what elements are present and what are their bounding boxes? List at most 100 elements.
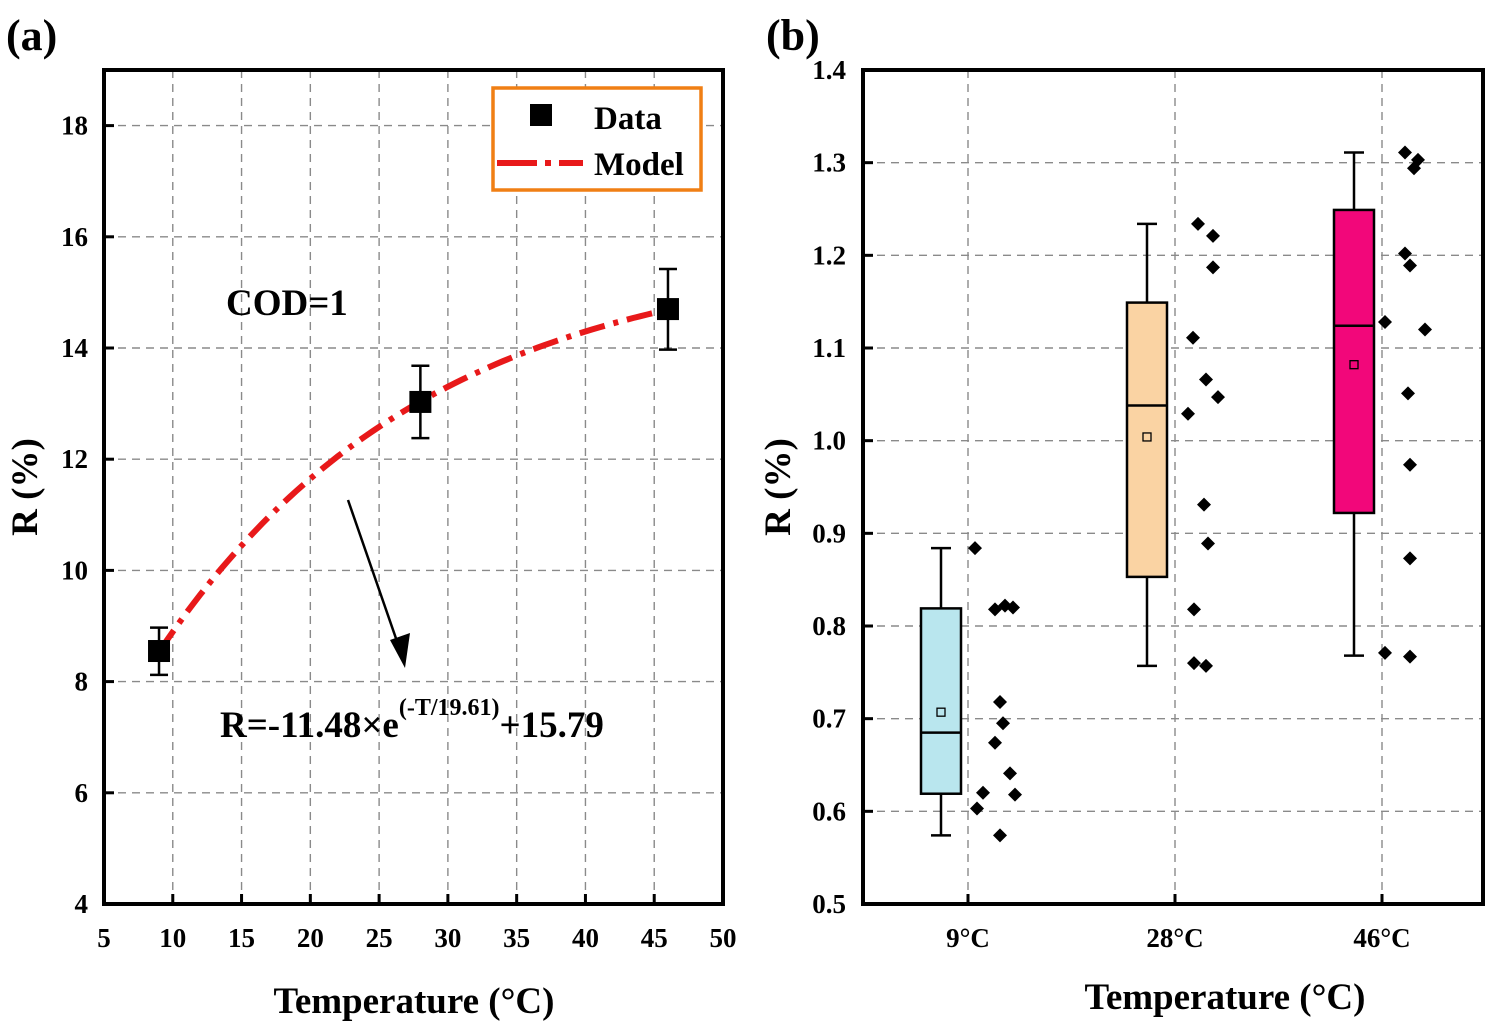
- raw-data-point: [988, 602, 1002, 617]
- y-tick-label: 10: [61, 555, 88, 585]
- raw-data-point: [993, 828, 1007, 843]
- legend-label-model: Model: [594, 147, 684, 183]
- x-tick-label: 9°C: [946, 923, 990, 953]
- y-tick-label: 0.9: [812, 518, 846, 548]
- y-tick-label: 1.1: [812, 333, 846, 363]
- raw-data-point: [1187, 602, 1201, 617]
- box-iqr: [1125, 301, 1169, 579]
- annotation-arrow-shaft: [346, 499, 402, 651]
- panel-b-grid: [863, 70, 1483, 904]
- legend-box: [491, 86, 703, 192]
- raw-data-point: [1006, 600, 1020, 615]
- x-tick-label: 35: [503, 923, 530, 953]
- panel-a-grid: [104, 70, 723, 904]
- raw-data-point: [1199, 372, 1213, 387]
- equation-annotation: R=-11.48×e(-T/19.61)+15.79: [220, 695, 604, 746]
- raw-data-point: [988, 735, 1002, 750]
- box-mean: [936, 707, 946, 717]
- y-tick-label: 1.3: [812, 148, 846, 178]
- raw-data-point: [968, 541, 982, 556]
- equation-exponent: (-T/19.61): [399, 695, 500, 721]
- raw-data-point: [1206, 260, 1220, 275]
- panel-a-data-points: [148, 267, 679, 677]
- raw-data-point: [1191, 216, 1205, 231]
- raw-data-point: [1418, 322, 1432, 337]
- panel-a-ticks: 5 10 15 20 25 30 35 40 45 50 4 6 8 10 12 14 16 18: [61, 111, 737, 953]
- panel-a-ylabel: R (%): [5, 438, 46, 536]
- model-curve: [156, 306, 669, 654]
- raw-data-point: [1199, 658, 1213, 673]
- raw-data-point: [970, 801, 984, 816]
- panel-b-boxes: [919, 145, 1432, 843]
- panel-label-a: (a): [6, 11, 57, 60]
- x-tick-label: 28°C: [1146, 923, 1203, 953]
- y-tick-label: 1.0: [812, 426, 846, 456]
- annotation-arrow-head: [390, 633, 410, 668]
- raw-data-point: [1187, 656, 1201, 671]
- raw-data-point: [1401, 386, 1415, 401]
- y-tick-label: 18: [61, 111, 88, 141]
- panel-b-ticks: 0.5 0.6 0.7 0.8 0.9 1.0 1.1 1.2 1.3 1.4 9°C 28°C 46°…: [812, 55, 1410, 953]
- raw-data-point: [976, 785, 990, 800]
- y-tick-label: 0.6: [812, 796, 846, 826]
- cod-annotation: COD=1: [226, 283, 348, 324]
- raw-data-point: [1378, 645, 1392, 660]
- raw-data-point: [1211, 390, 1225, 405]
- panel-b-ylabel: R (%): [758, 438, 799, 536]
- y-tick-label: 16: [61, 222, 88, 252]
- raw-data-point: [993, 694, 1007, 709]
- panel-label-b: (b): [766, 11, 820, 60]
- y-tick-label: 12: [61, 444, 88, 474]
- raw-data-point: [1197, 497, 1211, 512]
- x-tick-label: 46°C: [1353, 923, 1410, 953]
- panel-a-chart: 5 10 15 20 25 30 35 40 45 50 4 6 8 10 12 14 16 18 COD=1 R…: [5, 68, 737, 1022]
- panel-b-frame: [861, 68, 1485, 906]
- box-iqr: [1332, 208, 1376, 515]
- panel-a-frame: [102, 68, 725, 906]
- raw-data-point: [1008, 787, 1022, 802]
- raw-data-point: [1186, 330, 1200, 345]
- equation-prefix: R=-11.48×e: [220, 705, 399, 746]
- data-point: [656, 298, 679, 321]
- raw-data-point: [1003, 766, 1017, 781]
- y-tick-label: 1.2: [812, 240, 846, 270]
- panel-b-chart: 0.5 0.6 0.7 0.8 0.9 1.0 1.1 1.2 1.3 1.4 9°C 28°C 46°…: [758, 55, 1485, 1018]
- panel-b-xlabel: Temperature (°C): [1085, 977, 1366, 1018]
- box-iqr: [919, 607, 963, 795]
- box-mean: [1142, 432, 1152, 442]
- raw-data-point: [1403, 551, 1417, 566]
- raw-data-point: [1403, 649, 1417, 664]
- x-tick-label: 30: [434, 923, 461, 953]
- x-tick-label: 10: [159, 923, 186, 953]
- y-tick-label: 0.8: [812, 611, 846, 641]
- raw-data-point: [996, 716, 1010, 731]
- x-tick-label: 40: [572, 923, 599, 953]
- data-point: [148, 640, 171, 663]
- y-tick-label: 6: [75, 778, 89, 808]
- raw-data-point: [1398, 246, 1412, 261]
- legend-data-marker: [530, 104, 552, 126]
- data-point: [409, 390, 432, 413]
- legend-label-data: Data: [594, 101, 662, 137]
- y-tick-label: 1.4: [812, 55, 846, 85]
- y-tick-label: 8: [75, 667, 89, 697]
- raw-data-point: [1407, 161, 1421, 176]
- box-mean: [1349, 360, 1359, 370]
- y-tick-label: 4: [75, 889, 89, 919]
- x-tick-label: 50: [710, 923, 737, 953]
- raw-data-point: [1378, 315, 1392, 330]
- y-tick-label: 0.7: [812, 704, 846, 734]
- x-tick-label: 15: [228, 923, 255, 953]
- raw-data-point: [1398, 145, 1412, 160]
- equation-suffix: +15.79: [500, 705, 604, 746]
- raw-data-point: [1403, 258, 1417, 273]
- raw-data-point: [1403, 457, 1417, 472]
- y-tick-label: 0.5: [812, 889, 846, 919]
- x-tick-label: 45: [641, 923, 668, 953]
- panel-a-xlabel: Temperature (°C): [274, 981, 555, 1022]
- raw-data-point: [1206, 228, 1220, 243]
- raw-data-point: [1181, 406, 1195, 421]
- x-tick-label: 20: [297, 923, 324, 953]
- raw-data-point: [1201, 536, 1215, 551]
